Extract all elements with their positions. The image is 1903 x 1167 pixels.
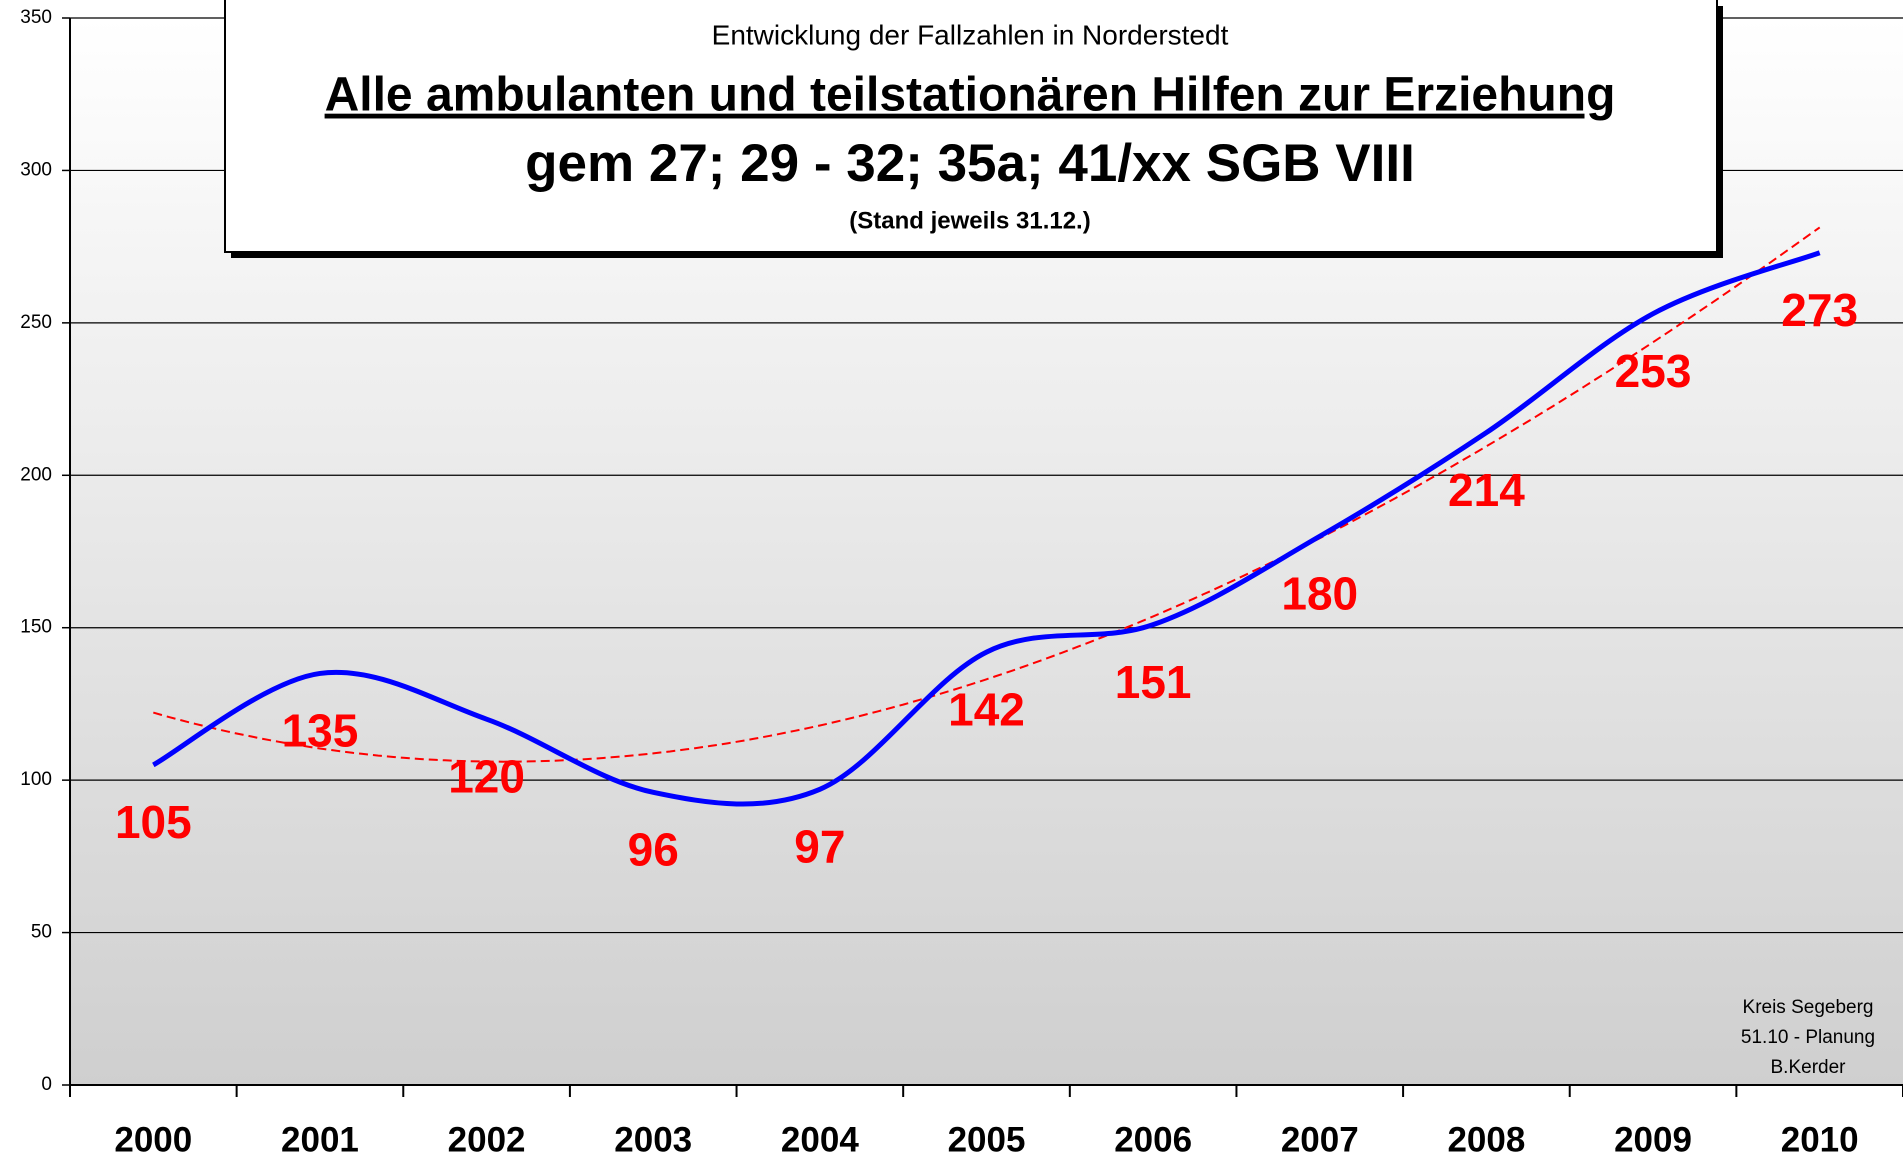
data-label: 105 xyxy=(115,796,192,848)
credit: B.Kerder xyxy=(1771,1057,1847,1078)
y-tick-label: 50 xyxy=(31,922,52,943)
data-label: 273 xyxy=(1781,284,1858,336)
data-label: 135 xyxy=(282,705,359,757)
credit: Kreis Segeberg xyxy=(1743,997,1874,1018)
x-tick-label: 2010 xyxy=(1781,1120,1859,1159)
y-tick-label: 200 xyxy=(20,464,52,485)
x-tick-label: 2008 xyxy=(1447,1120,1525,1159)
y-tick-label: 100 xyxy=(20,769,52,790)
title-box xyxy=(224,0,1718,253)
chart-subtitle: gem 27; 29 - 32; 35a; 41/xx SGB VIII xyxy=(525,134,1415,193)
data-label: 151 xyxy=(1115,656,1192,708)
y-tick-label: 150 xyxy=(20,617,52,638)
y-tick-label: 350 xyxy=(20,7,52,28)
y-tick-label: 300 xyxy=(20,159,52,180)
chart-title: Entwicklung der Fallzahlen in Nordersted… xyxy=(712,19,1229,50)
trendline xyxy=(153,226,1821,763)
x-tick-label: 2009 xyxy=(1614,1120,1692,1159)
data-label: 142 xyxy=(948,683,1025,735)
data-label: 97 xyxy=(794,820,845,872)
data-label: 253 xyxy=(1615,345,1692,397)
x-tick-label: 2005 xyxy=(948,1120,1026,1159)
data-label: 120 xyxy=(448,750,525,802)
y-tick-label: 0 xyxy=(41,1074,52,1095)
data-label: 214 xyxy=(1448,464,1525,516)
line xyxy=(152,250,1821,807)
data-label: 180 xyxy=(1281,567,1358,619)
x-tick-label: 2000 xyxy=(114,1120,192,1159)
x-tick-label: 2006 xyxy=(1114,1120,1192,1159)
credit: 51.10 - Planung xyxy=(1741,1027,1875,1048)
chart-note: (Stand jeweils 31.12.) xyxy=(849,207,1090,234)
chart-subtitle: Alle ambulanten und teilstationären Hilf… xyxy=(325,69,1616,122)
x-tick-label: 2003 xyxy=(614,1120,692,1159)
x-tick-label: 2002 xyxy=(448,1120,526,1159)
x-tick-label: 2001 xyxy=(281,1120,359,1159)
data-label: 96 xyxy=(628,823,679,875)
x-tick-label: 2007 xyxy=(1281,1120,1359,1159)
x-tick-label: 2004 xyxy=(781,1120,859,1159)
y-tick-label: 250 xyxy=(20,312,52,333)
